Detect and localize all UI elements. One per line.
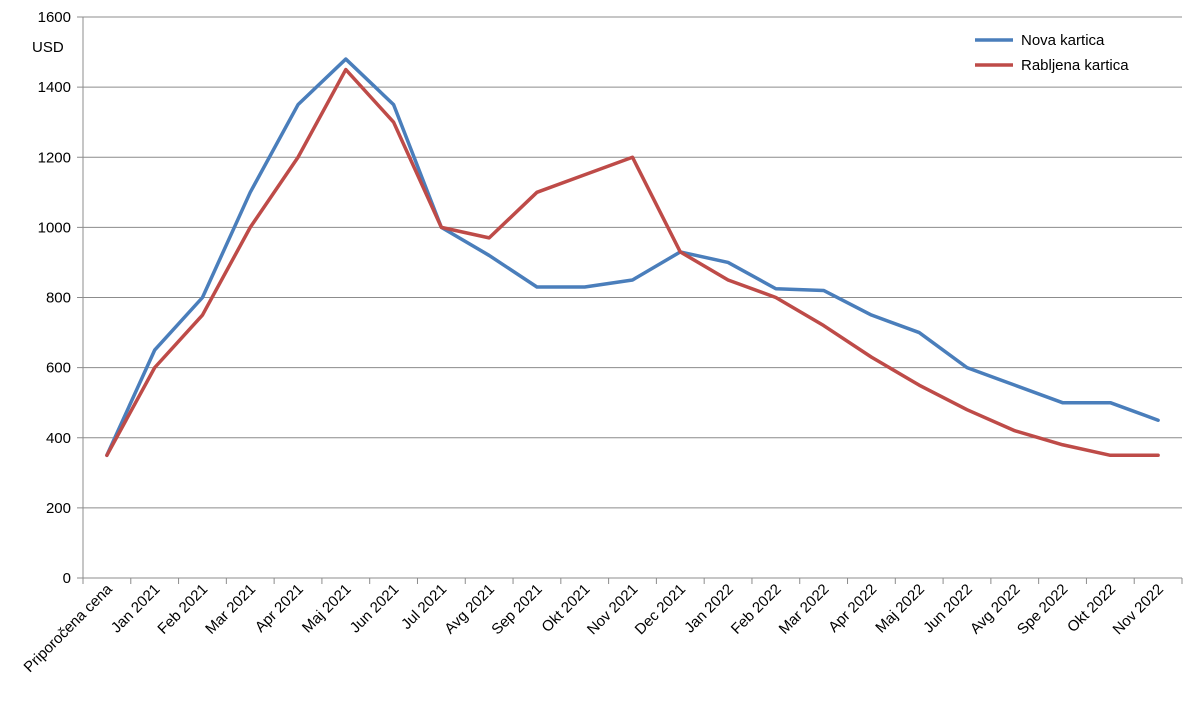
y-tick-labels: 0 200 400 600 800 1000 1200 1400 1600	[38, 9, 71, 587]
x-tick-label: Sep 2021	[488, 581, 545, 638]
y-tick-label: 600	[46, 360, 71, 377]
series-line-1	[105, 57, 1160, 458]
y-axis-label: USD	[32, 39, 64, 56]
y-tick-label: 200	[46, 500, 71, 517]
x-tick-label: Avg 2022	[967, 581, 1024, 638]
y-tick-label: 400	[46, 430, 71, 447]
x-tick-label: Nov 2022	[1110, 581, 1167, 638]
legend-entry: Nova kartica	[1021, 32, 1105, 49]
x-tick-label: Jan 2022	[681, 581, 737, 637]
x-tick-label: Jun 2021	[347, 581, 403, 637]
x-tick-label: Maj 2021	[299, 581, 355, 637]
series-lines	[105, 57, 1160, 458]
y-tick-label: 1400	[38, 79, 71, 96]
x-tick-label: Maj 2022	[872, 581, 928, 637]
x-tick-label: Feb 2022	[728, 581, 785, 638]
x-tick-label: Feb 2021	[154, 581, 211, 638]
x-tick-label: Dec 2021	[632, 581, 689, 638]
y-tick-label: 1600	[38, 9, 71, 26]
x-tick-label: Nov 2021	[584, 581, 641, 638]
x-tick-label: Apr 2022	[825, 581, 880, 636]
x-tick-label: Mar 2022	[776, 581, 833, 638]
y-tick-label: 1200	[38, 149, 71, 166]
legend: Nova kartica Rabljena kartica	[975, 32, 1129, 74]
x-tick-label: Priporočena cena	[21, 580, 117, 676]
x-tick-label: Apr 2021	[252, 581, 307, 636]
x-tick-label: Jun 2022	[920, 581, 976, 637]
x-tick-label: Avg 2021	[441, 581, 498, 638]
y-tick-label: 1000	[38, 219, 71, 236]
x-tick-label: Jan 2021	[108, 581, 164, 637]
x-tick-label: Mar 2021	[202, 581, 259, 638]
y-tick-label: 0	[63, 570, 71, 587]
y-tick-label: 800	[46, 290, 71, 307]
axes	[77, 16, 1183, 584]
legend-entry: Rabljena kartica	[1021, 57, 1129, 74]
series-line-2	[105, 67, 1160, 458]
x-tick-label: Spe 2022	[1014, 581, 1071, 638]
gridlines	[83, 16, 1182, 509]
